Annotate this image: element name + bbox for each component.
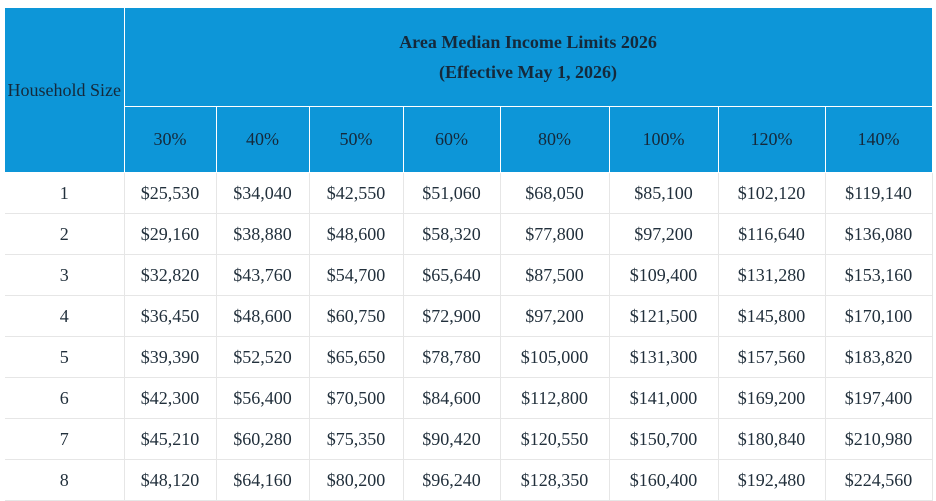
income-limit: $34,040: [215, 172, 310, 214]
title-line: Area Median Income Limits 2026: [399, 32, 657, 52]
income-limit: $52,520: [215, 336, 310, 378]
table-row: 8 $48,120 $64,160 $80,200 $96,240 $128,350 $16…: [5, 459, 933, 501]
income-limit: $169,200: [717, 377, 826, 419]
income-limit: $145,800: [717, 295, 826, 337]
income-limit: $112,800: [499, 377, 610, 419]
household-size: 3: [5, 254, 125, 296]
title-line: (Effective May 1, 2026): [439, 62, 617, 82]
income-limit: $80,200: [308, 459, 404, 501]
column-header: 60%: [402, 106, 501, 173]
income-limit: $65,640: [402, 254, 501, 296]
income-limit: $128,350: [499, 459, 610, 501]
income-limit: $75,350: [308, 418, 404, 460]
income-limit: $183,820: [824, 336, 933, 378]
income-limit: $141,000: [608, 377, 719, 419]
household-size: 8: [5, 459, 125, 501]
income-limit: $42,550: [308, 172, 404, 214]
household-size: 5: [5, 336, 125, 378]
income-limit: $64,160: [215, 459, 310, 501]
table-row: 2 $29,160 $38,880 $48,600 $58,320 $77,800 $97,…: [5, 213, 933, 255]
income-limit: $157,560: [717, 336, 826, 378]
income-limit: $153,160: [824, 254, 933, 296]
table-row: 6 $42,300 $56,400 $70,500 $84,600 $112,800 $14…: [5, 377, 933, 419]
income-limit: $45,210: [123, 418, 217, 460]
column-header: 80%: [499, 106, 610, 173]
household-size: 4: [5, 295, 125, 337]
income-limit: $116,640: [717, 213, 826, 255]
income-limit: $87,500: [499, 254, 610, 296]
income-limit: $224,560: [824, 459, 933, 501]
income-limit: $48,600: [308, 213, 404, 255]
income-limit: $170,100: [824, 295, 933, 337]
income-limit: $32,820: [123, 254, 217, 296]
income-limit: $56,400: [215, 377, 310, 419]
income-limit: $96,240: [402, 459, 501, 501]
income-limit: $109,400: [608, 254, 719, 296]
income-limit: $180,840: [717, 418, 826, 460]
income-limit: $38,880: [215, 213, 310, 255]
column-header: 30%: [123, 106, 217, 173]
income-table: Household Size Area Median Income Limits…: [5, 8, 933, 501]
column-header-row: 30% 40% 50% 60% 80% 100% 120% 140%: [5, 106, 933, 173]
table-row: 5 $39,390 $52,520 $65,650 $78,780 $105,000 $13…: [5, 336, 933, 378]
table-row: 7 $45,210 $60,280 $75,350 $90,420 $120,550 $15…: [5, 418, 933, 460]
table-row: 1 $25,530 $34,040 $42,550 $51,060 $68,050 $85,…: [5, 172, 933, 214]
household-size: 7: [5, 418, 125, 460]
income-limit: $85,100: [608, 172, 719, 214]
income-limit: $77,800: [499, 213, 610, 255]
income-limit: $48,120: [123, 459, 217, 501]
income-limit: $192,480: [717, 459, 826, 501]
income-limit: $102,120: [717, 172, 826, 214]
income-limit: $39,390: [123, 336, 217, 378]
income-limit: $51,060: [402, 172, 501, 214]
income-limit: $58,320: [402, 213, 501, 255]
income-limit: $120,550: [499, 418, 610, 460]
household-size: 1: [5, 172, 125, 214]
row-header: Household Size: [5, 8, 125, 173]
income-limit: $68,050: [499, 172, 610, 214]
column-header: 120%: [717, 106, 826, 173]
household-size: 6: [5, 377, 125, 419]
household-size: 2: [5, 213, 125, 255]
income-limit: $97,200: [499, 295, 610, 337]
column-header: 50%: [308, 106, 404, 173]
income-limit: $60,280: [215, 418, 310, 460]
income-limit: $42,300: [123, 377, 217, 419]
income-limit: $25,530: [123, 172, 217, 214]
income-limit: $54,700: [308, 254, 404, 296]
column-header: 40%: [215, 106, 310, 173]
table-row: 3 $32,820 $43,760 $54,700 $65,640 $87,500 $109…: [5, 254, 933, 296]
income-limit: $60,750: [308, 295, 404, 337]
income-limit: $97,200: [608, 213, 719, 255]
column-header: 140%: [824, 106, 933, 173]
income-limit: $48,600: [215, 295, 310, 337]
table-row: 4 $36,450 $48,600 $60,750 $72,900 $97,200 $121…: [5, 295, 933, 337]
table-body: 1 $25,530 $34,040 $42,550 $51,060 $68,050 $85,…: [5, 172, 933, 501]
income-limit: $72,900: [402, 295, 501, 337]
income-limit: $29,160: [123, 213, 217, 255]
income-limit: $150,700: [608, 418, 719, 460]
table-title: Area Median Income Limits 2026 (Effectiv…: [123, 8, 933, 107]
income-limit: $210,980: [824, 418, 933, 460]
income-limit: $43,760: [215, 254, 310, 296]
income-limit: $65,650: [308, 336, 404, 378]
income-limit: $105,000: [499, 336, 610, 378]
income-limit: $121,500: [608, 295, 719, 337]
income-limit: $78,780: [402, 336, 501, 378]
income-limit: $84,600: [402, 377, 501, 419]
income-limit: $136,080: [824, 213, 933, 255]
income-limit: $131,280: [717, 254, 826, 296]
column-header: 100%: [608, 106, 719, 173]
income-limit: $36,450: [123, 295, 217, 337]
income-limit: $70,500: [308, 377, 404, 419]
income-limit: $131,300: [608, 336, 719, 378]
income-limit: $90,420: [402, 418, 501, 460]
income-limit: $119,140: [824, 172, 933, 214]
income-limit: $197,400: [824, 377, 933, 419]
income-limit: $160,400: [608, 459, 719, 501]
